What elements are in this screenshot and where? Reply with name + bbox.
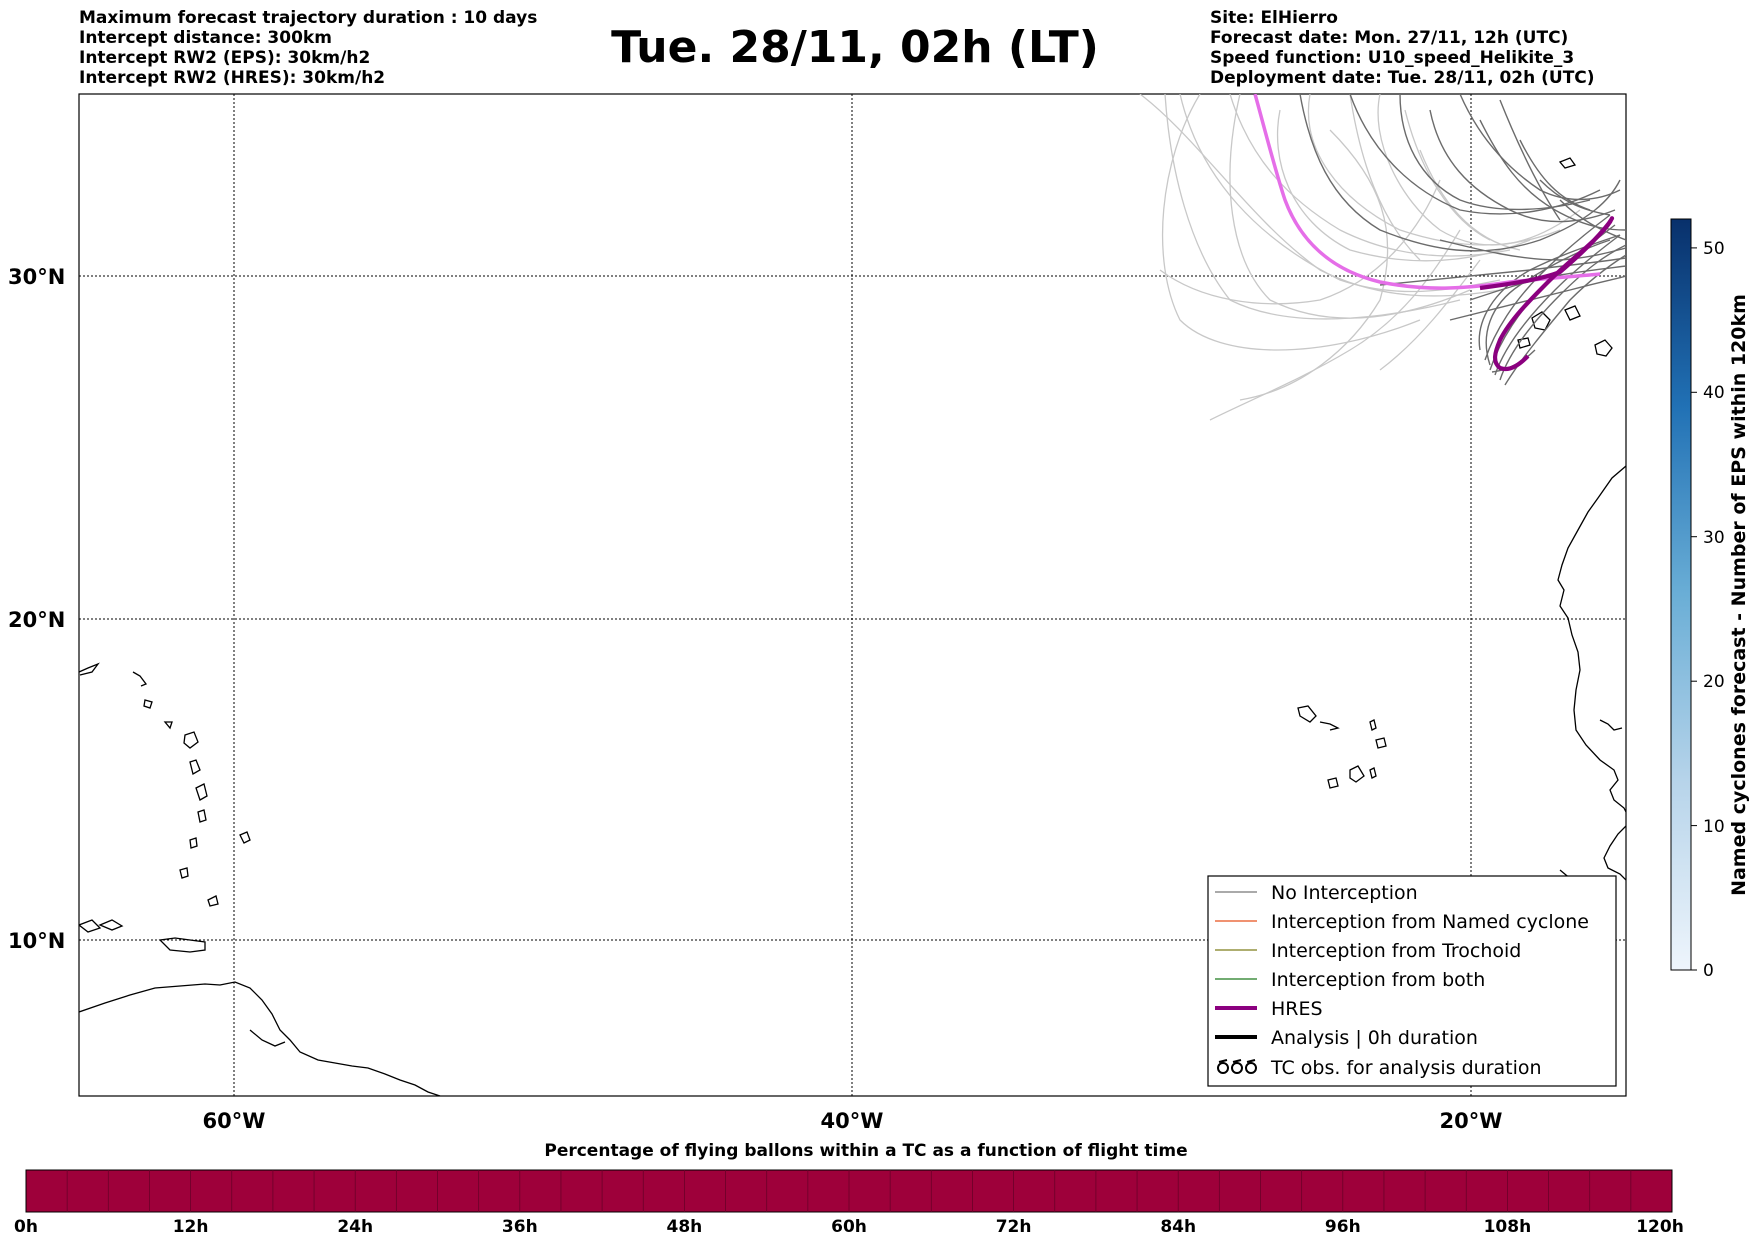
coast-west-africa xyxy=(1557,465,1626,813)
island-antigua xyxy=(163,721,173,730)
time-tick-72h: 72h xyxy=(996,1217,1032,1237)
cb-tick-50: 50 xyxy=(1703,239,1725,259)
legend-entry-analysis: Analysis | 0h duration xyxy=(1215,1027,1478,1049)
legend-entry-named-cyclone: Interception from Named cyclone xyxy=(1215,911,1589,933)
island-small-1 xyxy=(79,919,102,933)
coast-senegal-river xyxy=(1599,719,1623,731)
legend: No Interception Interception from Named … xyxy=(1207,875,1617,1087)
legend-label: Interception from both xyxy=(1271,969,1485,991)
time-tick-108h: 108h xyxy=(1484,1217,1532,1237)
island-santiago xyxy=(1349,765,1365,783)
time-tick-48h: 48h xyxy=(667,1217,703,1237)
param-line-duration: Maximum forecast trajectory duration : 1… xyxy=(79,8,538,28)
island-anguilla xyxy=(143,699,153,709)
colorbar-right-tick-labels: 0 10 20 30 40 50 xyxy=(1703,239,1725,981)
legend-entry-no-interception: No Interception xyxy=(1215,882,1418,904)
time-tick-12h: 12h xyxy=(173,1217,209,1237)
coast-guinea xyxy=(1603,825,1626,881)
legend-entry-both: Interception from both xyxy=(1215,969,1485,991)
colorbar-bottom-title: Percentage of flying ballons within a TC… xyxy=(544,1141,1187,1161)
island-boa-vista xyxy=(1375,737,1387,749)
speed-function-line: Speed function: U10_speed_Helikite_3 xyxy=(1210,48,1575,68)
coast-south-america xyxy=(79,981,441,1096)
colorbar-bottom: Percentage of flying ballons within a TC… xyxy=(14,1141,1684,1237)
legend-box xyxy=(1207,875,1617,1087)
time-tick-60h: 60h xyxy=(831,1217,867,1237)
colorbar-bottom-divisions xyxy=(66,1170,1632,1212)
island-maio xyxy=(1369,767,1377,779)
time-tick-96h: 96h xyxy=(1325,1217,1361,1237)
colorbar-right: 0 10 20 30 40 50 Named cyclones forecast… xyxy=(1670,218,1750,981)
time-tick-84h: 84h xyxy=(1160,1217,1196,1237)
island-sal xyxy=(1369,719,1377,731)
coast-orinoco xyxy=(249,1029,286,1047)
lon-label-40w: 40°W xyxy=(821,1109,884,1133)
island-madeira xyxy=(1558,157,1577,169)
lat-label-30n: 30°N xyxy=(8,265,65,289)
colorbar-right-label: Named cyclones forecast - Number of EPS … xyxy=(1728,294,1750,896)
hres-trajectory xyxy=(1479,216,1615,372)
island-santo-antao xyxy=(1297,705,1317,723)
param-line-eps: Intercept RW2 (EPS): 30km/h2 xyxy=(79,48,371,68)
island-fuerteventura xyxy=(1564,305,1581,321)
legend-label: No Interception xyxy=(1271,882,1418,904)
island-trinidad xyxy=(158,937,206,953)
cb-tick-40: 40 xyxy=(1703,383,1725,403)
deployment-date-line: Deployment date: Tue. 28/11, 02h (UTC) xyxy=(1210,68,1595,88)
legend-entry-hres: HRES xyxy=(1215,998,1323,1020)
island-st-vincent xyxy=(189,837,198,849)
island-sao-nicolau xyxy=(1319,721,1340,731)
time-tick-120h: 120h xyxy=(1636,1217,1684,1237)
island-tenerife xyxy=(1517,337,1531,349)
map-title: Tue. 28/11, 02h (LT) xyxy=(611,22,1099,73)
param-line-distance: Intercept distance: 300km xyxy=(79,28,332,48)
time-tick-36h: 36h xyxy=(502,1217,538,1237)
island-virgin xyxy=(132,671,148,687)
island-barbados-east xyxy=(239,831,251,844)
forecast-date-line: Forecast date: Mon. 27/11, 12h (UTC) xyxy=(1210,28,1569,48)
island-gran-canaria xyxy=(1531,311,1551,331)
lon-label-60w: 60°W xyxy=(203,1109,266,1133)
time-tick-24h: 24h xyxy=(337,1217,373,1237)
island-fogo xyxy=(1327,777,1339,789)
param-line-hres: Intercept RW2 (HRES): 30km/h2 xyxy=(79,68,386,88)
forecast-parameters: Maximum forecast trajectory duration : 1… xyxy=(79,8,537,88)
cb-tick-0: 0 xyxy=(1703,961,1714,981)
lon-label-20w: 20°W xyxy=(1440,1109,1503,1133)
legend-label: HRES xyxy=(1271,998,1323,1020)
tc-symbol-icon xyxy=(1217,1059,1257,1074)
colorbar-right-ticks xyxy=(1691,247,1697,971)
island-madeira-south xyxy=(1594,339,1613,357)
legend-label: Interception from Named cyclone xyxy=(1271,911,1589,933)
coastlines xyxy=(79,157,1626,1096)
trajectories xyxy=(1139,94,1626,421)
site-info: Site: ElHierro Forecast date: Mon. 27/11… xyxy=(1210,8,1595,88)
island-martinique xyxy=(195,783,208,801)
island-dominica xyxy=(189,759,201,775)
legend-label: TC obs. for analysis duration xyxy=(1270,1057,1542,1079)
axis-labels: 30°N 20°N 10°N 60°W 40°W 20°W xyxy=(8,265,1502,1133)
cb-tick-10: 10 xyxy=(1703,817,1725,837)
island-barbados xyxy=(207,895,219,907)
lat-label-10n: 10°N xyxy=(8,929,65,953)
island-margarita xyxy=(98,919,124,931)
island-st-lucia xyxy=(197,809,207,823)
cb-tick-20: 20 xyxy=(1703,672,1725,692)
legend-entry-trochoid: Interception from Trochoid xyxy=(1215,940,1521,962)
colorbar-bottom-tick-labels: 0h 12h 24h 36h 48h 60h 72h 84h 96h 108h … xyxy=(14,1217,1684,1237)
legend-label: Interception from Trochoid xyxy=(1271,940,1521,962)
cb-tick-30: 30 xyxy=(1703,528,1725,548)
lat-label-20n: 20°N xyxy=(8,608,65,632)
legend-label: Analysis | 0h duration xyxy=(1271,1027,1478,1049)
time-tick-0h: 0h xyxy=(14,1217,38,1237)
colorbar-right-gradient xyxy=(1670,218,1692,971)
island-puerto-rico xyxy=(79,662,100,676)
site-line: Site: ElHierro xyxy=(1210,8,1338,28)
island-guadeloupe xyxy=(183,731,199,749)
legend-entry-tc-obs: TC obs. for analysis duration xyxy=(1217,1057,1542,1079)
island-grenada xyxy=(179,867,189,879)
